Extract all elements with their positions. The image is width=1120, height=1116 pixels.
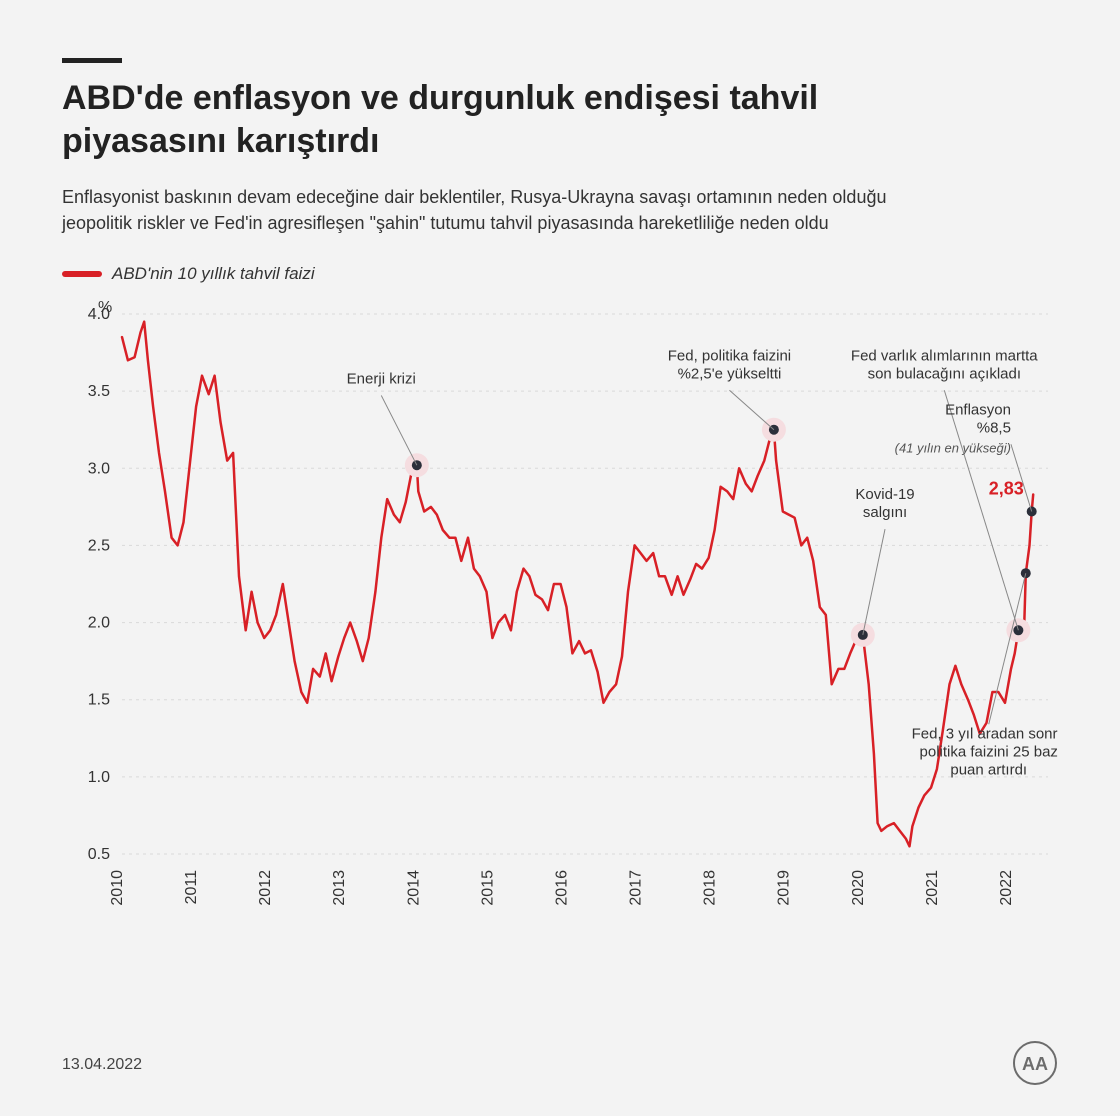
series-line <box>122 322 1033 847</box>
legend-label: ABD'nin 10 yıllık tahvil faizi <box>112 264 315 284</box>
x-tick-label: 2010 <box>109 870 126 906</box>
annotation-dot <box>858 630 868 640</box>
legend-swatch <box>62 271 102 277</box>
x-tick-label: 2011 <box>183 870 200 905</box>
x-tick-label: 2018 <box>702 870 719 906</box>
annotation-label: %2,5'e yükseltti <box>678 365 782 382</box>
annotation-dot <box>412 460 422 470</box>
annotation-label: Fed, 3 yıl aradan sonra <box>912 725 1058 742</box>
x-tick-label: 2014 <box>405 870 422 906</box>
annotation-label: son bulacağını açıkladı <box>868 365 1021 382</box>
legend: ABD'nin 10 yıllık tahvil faizi <box>62 264 1058 284</box>
annotation-label: salgını <box>863 504 907 521</box>
y-tick-label: 3.0 <box>88 460 110 477</box>
y-tick-label: 0.5 <box>88 846 110 863</box>
callout-value: 2,83 <box>989 479 1024 499</box>
annotation-label: Enflasyon <box>945 401 1011 418</box>
x-tick-label: 2021 <box>924 870 941 906</box>
annotation-label: %8,5 <box>977 419 1011 436</box>
page-subtitle: Enflasyonist baskının devam edeceğine da… <box>62 184 942 236</box>
chart: %0.51.01.52.02.53.03.54.0201020112012201… <box>62 294 1058 934</box>
y-tick-label: 4.0 <box>88 306 110 323</box>
y-tick-label: 2.0 <box>88 615 110 632</box>
annotation-label: Fed, politika faizini <box>668 347 791 364</box>
x-tick-label: 2020 <box>850 870 867 906</box>
x-tick-label: 2017 <box>628 870 645 906</box>
x-tick-label: 2012 <box>257 870 274 906</box>
annotation-label: puan artırdı <box>950 761 1027 778</box>
x-tick-label: 2016 <box>553 870 570 906</box>
y-tick-label: 2.5 <box>88 538 110 555</box>
title-rule <box>62 58 122 63</box>
annotation-leader <box>729 390 773 429</box>
x-tick-label: 2019 <box>776 870 793 906</box>
page-title: ABD'de enflasyon ve durgunluk endişesi t… <box>62 77 962 162</box>
footer-date: 13.04.2022 <box>62 1056 142 1074</box>
annotation-label: Kovid-19 <box>855 486 914 503</box>
svg-text:AA: AA <box>1022 1054 1048 1074</box>
y-tick-label: 3.5 <box>88 383 110 400</box>
page: ABD'de enflasyon ve durgunluk endişesi t… <box>0 0 1120 1116</box>
annotation-label: Enerji krizi <box>347 371 416 388</box>
annotation-label: Fed varlık alımlarının martta <box>851 347 1038 364</box>
annotation-leader <box>381 396 417 466</box>
x-tick-label: 2013 <box>331 870 348 906</box>
x-tick-label: 2015 <box>479 870 496 906</box>
x-tick-label: 2022 <box>998 870 1015 906</box>
annotation-label: politika faizini 25 baz <box>920 743 1058 760</box>
annotation-sublabel: (41 yılın en yükseği) <box>895 440 1011 455</box>
y-tick-label: 1.0 <box>88 769 110 786</box>
aa-logo-icon: AA <box>1012 1040 1058 1086</box>
y-tick-label: 1.5 <box>88 692 110 709</box>
chart-svg: %0.51.01.52.02.53.03.54.0201020112012201… <box>62 294 1058 934</box>
